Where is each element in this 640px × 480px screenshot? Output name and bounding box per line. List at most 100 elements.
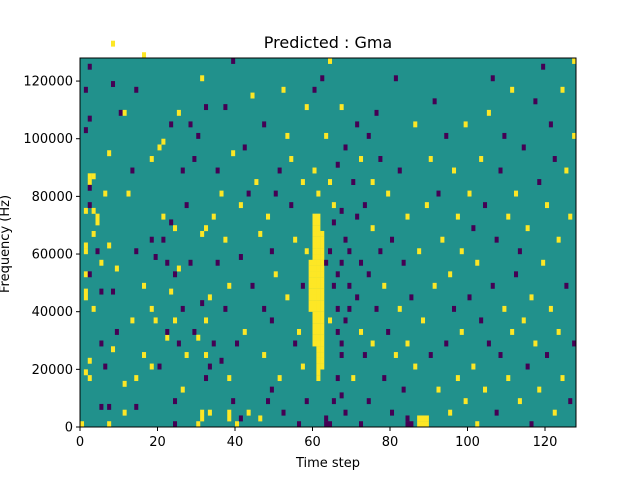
heatmap-cell — [269, 248, 274, 255]
heatmap-cell — [227, 282, 232, 289]
heatmap-cell — [200, 409, 205, 416]
heatmap-cell — [405, 415, 410, 422]
heatmap-cell — [211, 213, 216, 220]
heatmap-cell — [455, 213, 460, 220]
heatmap-cell — [173, 317, 178, 324]
heatmap-cell — [169, 219, 174, 226]
heatmap-cell — [475, 259, 480, 266]
heatmap-cell — [316, 352, 321, 358]
heatmap-cell — [467, 190, 472, 197]
heatmap-cell — [87, 202, 92, 209]
heatmap-cell — [312, 259, 317, 266]
heatmap-cell — [297, 421, 302, 428]
heatmap-cell — [413, 121, 418, 128]
heatmap-cell — [95, 248, 100, 255]
heatmap-cell — [316, 294, 321, 301]
heatmap-cell — [409, 294, 414, 301]
heatmap-cell — [320, 300, 325, 307]
heatmap-cell — [316, 328, 321, 335]
heatmap-cell — [432, 282, 437, 289]
heatmap-cell — [324, 259, 329, 266]
heatmap-cell — [320, 271, 325, 278]
heatmap-cell — [173, 271, 178, 278]
heatmap-cell — [312, 219, 317, 226]
heatmap-cell — [316, 282, 321, 289]
heatmap-cell — [386, 190, 391, 197]
heatmap-cell — [308, 282, 313, 289]
heatmap-cell — [320, 294, 325, 301]
heatmap-cell — [471, 225, 476, 232]
heatmap-cell — [316, 300, 321, 307]
heatmap-cell — [316, 219, 321, 226]
heatmap-cell — [320, 352, 325, 358]
heatmap-cell — [312, 213, 317, 220]
heatmap-cell — [525, 363, 530, 370]
heatmap-cell — [231, 150, 236, 157]
heatmap-cell — [393, 75, 398, 82]
heatmap-cell — [304, 104, 309, 111]
heatmap-cell — [258, 415, 263, 422]
heatmap-cell — [149, 156, 154, 162]
heatmap-cell — [316, 277, 321, 284]
heatmap-cell — [176, 109, 181, 116]
heatmap-cell — [494, 236, 499, 243]
heatmap-cell — [122, 109, 127, 116]
heatmap-cell — [312, 288, 317, 295]
heatmap-cell — [320, 277, 325, 284]
heatmap-cell — [250, 92, 255, 99]
heatmap-cell — [324, 132, 329, 139]
heatmap-cell — [273, 271, 278, 278]
heatmap-cell — [83, 86, 88, 93]
heatmap-cell — [537, 386, 542, 393]
heatmap-cell — [312, 328, 317, 335]
heatmap-cell — [316, 242, 321, 249]
heatmap-cell — [219, 190, 224, 197]
heatmap-cell — [339, 352, 344, 358]
heatmap-cell — [328, 317, 333, 324]
heatmap-cell — [316, 265, 321, 272]
heatmap-cell — [246, 190, 251, 197]
heatmap-cell — [572, 340, 577, 347]
heatmap-plot-area — [79, 40, 577, 428]
heatmap-cell — [320, 254, 325, 260]
heatmap-cell — [510, 328, 515, 335]
heatmap-cell — [83, 288, 88, 295]
y-tick-label: 80000 — [32, 190, 73, 205]
heatmap-cell — [204, 317, 209, 324]
heatmap-cell — [238, 415, 243, 422]
heatmap-cell — [107, 421, 112, 428]
heatmap-cell — [114, 265, 119, 272]
heatmap-cell — [80, 421, 85, 428]
heatmap-cell — [87, 115, 92, 122]
heatmap-cell — [374, 305, 379, 312]
heatmap-cell — [386, 328, 391, 335]
heatmap-cell — [498, 167, 503, 174]
heatmap-cell — [409, 421, 414, 428]
heatmap-cell — [486, 340, 491, 347]
heatmap-cell — [165, 328, 170, 335]
heatmap-cell — [316, 190, 321, 197]
heatmap-cell — [293, 340, 298, 347]
heatmap-cell — [111, 288, 116, 295]
heatmap-cell — [118, 109, 123, 116]
heatmap-cell — [568, 213, 573, 220]
heatmap-cell — [564, 282, 569, 289]
heatmap-cell — [111, 81, 116, 87]
heatmap-cell — [405, 340, 410, 347]
heatmap-cell — [529, 421, 534, 428]
heatmap-cell — [440, 236, 445, 243]
heatmap-cell — [463, 398, 468, 405]
heatmap-cell — [231, 58, 236, 64]
heatmap-cell — [300, 282, 305, 289]
heatmap-cell — [262, 305, 267, 312]
heatmap-cell — [289, 156, 294, 162]
heatmap-cell — [328, 179, 333, 185]
heatmap-cell — [223, 236, 228, 243]
heatmap-cell — [316, 363, 321, 370]
heatmap-cell — [432, 98, 437, 105]
heatmap-cell — [188, 121, 193, 128]
heatmap-cell — [95, 219, 100, 226]
heatmap-cell — [316, 254, 321, 260]
y-tick-label: 100000 — [23, 132, 73, 147]
x-tick-label: 20 — [149, 435, 166, 450]
